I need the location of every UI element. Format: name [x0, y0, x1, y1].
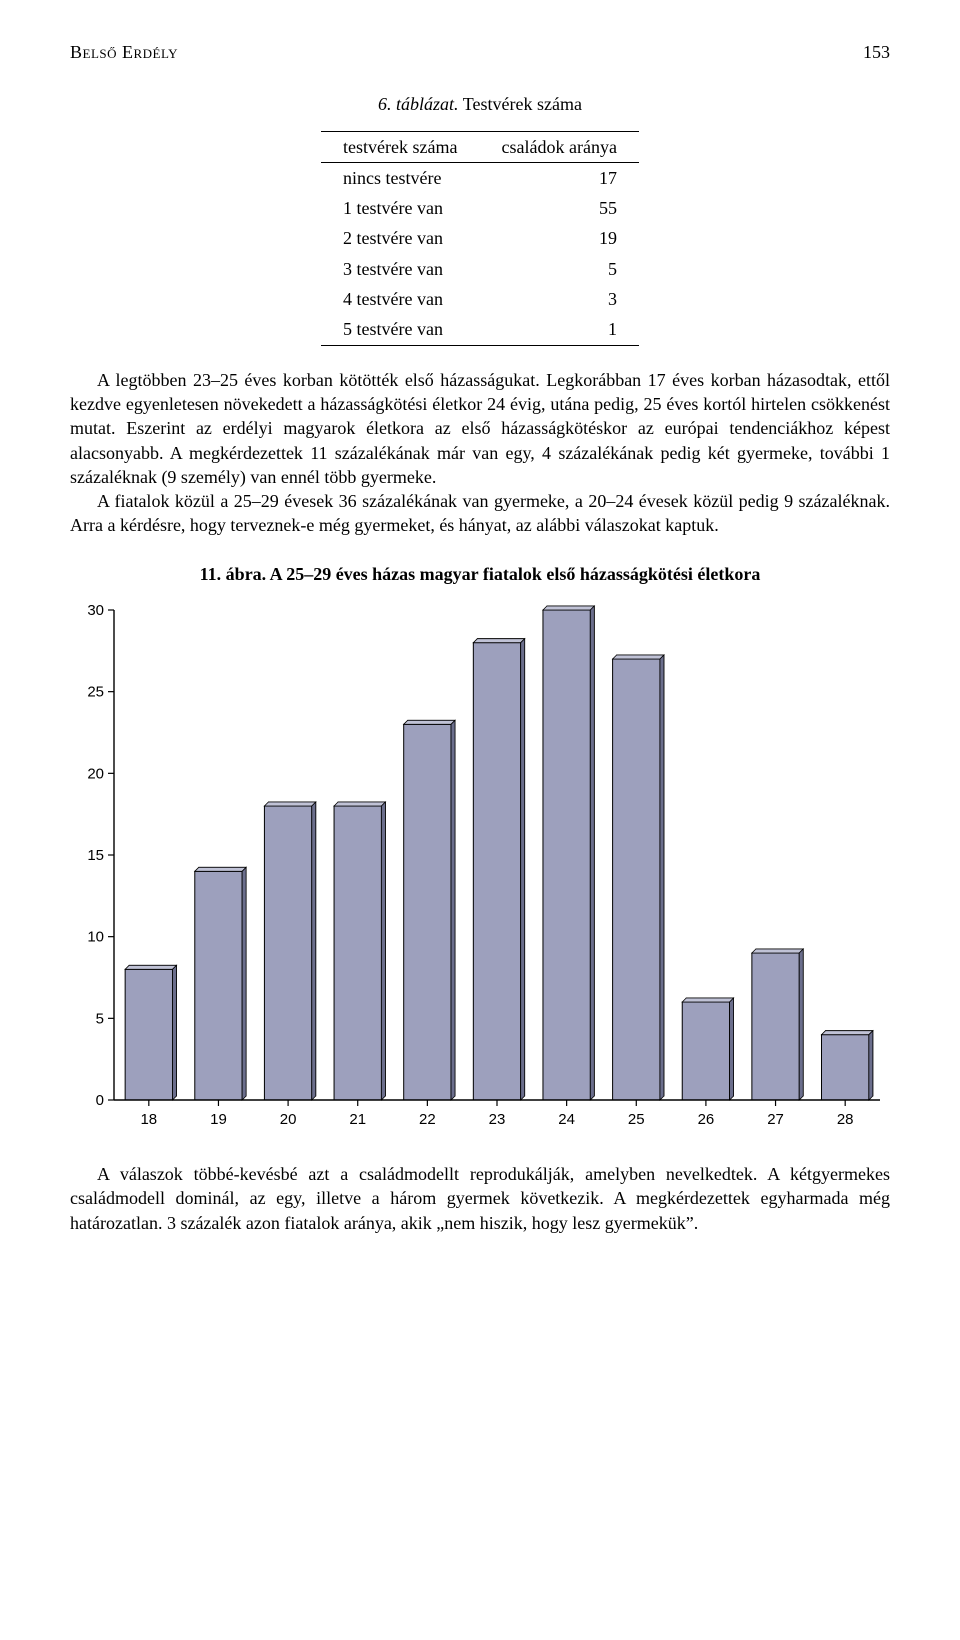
table-row: 5 testvére van1 — [321, 314, 639, 345]
svg-text:15: 15 — [87, 847, 104, 864]
table-row: 2 testvére van19 — [321, 223, 639, 253]
bar-chart: 0 5 10 15 20 25 30 18 19 20 21 22 23 24 25 26 27 28 — [70, 600, 890, 1140]
cell-value: 3 — [480, 284, 639, 314]
svg-text:10: 10 — [87, 929, 104, 946]
cell-label: 1 testvére van — [321, 193, 479, 223]
svg-text:25: 25 — [87, 684, 104, 701]
svg-text:27: 27 — [767, 1111, 784, 1128]
col-header-2: családok aránya — [480, 131, 639, 162]
cell-label: 4 testvére van — [321, 284, 479, 314]
table-row: 1 testvére van55 — [321, 193, 639, 223]
table-row: 4 testvére van3 — [321, 284, 639, 314]
svg-text:25: 25 — [628, 1111, 645, 1128]
svg-text:30: 30 — [87, 602, 104, 619]
table-caption: 6. táblázat. Testvérek száma — [70, 92, 890, 116]
svg-text:23: 23 — [489, 1111, 506, 1128]
svg-text:24: 24 — [558, 1111, 575, 1128]
bar-chart-svg: 0 5 10 15 20 25 30 18 19 20 21 22 23 24 25 26 27 28 — [70, 600, 890, 1140]
table-row: 3 testvére van5 — [321, 254, 639, 284]
running-header: Belső Erdély 153 — [70, 40, 890, 64]
svg-text:20: 20 — [280, 1111, 297, 1128]
cell-value: 5 — [480, 254, 639, 284]
figure-caption: 11. ábra. A 25–29 éves házas magyar fiat… — [70, 562, 890, 586]
svg-text:5: 5 — [96, 1010, 104, 1027]
table-caption-text: Testvérek száma — [463, 94, 582, 114]
cell-label: nincs testvére — [321, 162, 479, 193]
cell-label: 5 testvére van — [321, 314, 479, 345]
table-row: nincs testvére17 — [321, 162, 639, 193]
svg-text:18: 18 — [140, 1111, 157, 1128]
svg-text:19: 19 — [210, 1111, 227, 1128]
cell-value: 55 — [480, 193, 639, 223]
svg-text:20: 20 — [87, 765, 104, 782]
paragraph-2: A fiatalok közül a 25–29 évesek 36 száza… — [70, 489, 890, 538]
svg-text:28: 28 — [837, 1111, 854, 1128]
cell-label: 3 testvére van — [321, 254, 479, 284]
cell-label: 2 testvére van — [321, 223, 479, 253]
svg-text:22: 22 — [419, 1111, 436, 1128]
table-caption-num: 6. táblázat. — [378, 94, 459, 114]
cell-value: 1 — [480, 314, 639, 345]
paragraph-3: A válaszok többé-kevésbé azt a családmod… — [70, 1162, 890, 1235]
header-title: Belső Erdély — [70, 40, 178, 64]
paragraph-1: A legtöbben 23–25 éves korban kötötték e… — [70, 368, 890, 489]
svg-text:26: 26 — [698, 1111, 715, 1128]
table-header-row: testvérek száma családok aránya — [321, 131, 639, 162]
siblings-table: testvérek száma családok aránya nincs te… — [321, 131, 639, 346]
col-header-1: testvérek száma — [321, 131, 479, 162]
page-number: 153 — [863, 40, 890, 64]
cell-value: 17 — [480, 162, 639, 193]
svg-text:0: 0 — [96, 1092, 104, 1109]
svg-text:21: 21 — [349, 1111, 366, 1128]
cell-value: 19 — [480, 223, 639, 253]
